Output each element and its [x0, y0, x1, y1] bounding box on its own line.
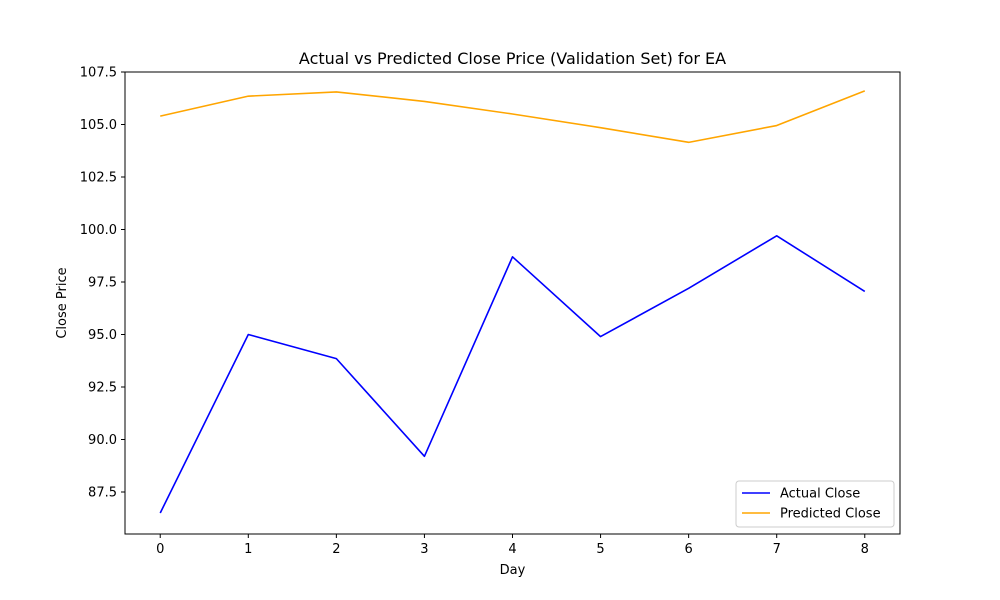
legend-label: Predicted Close: [780, 507, 881, 522]
x-tick-label: 4: [508, 542, 516, 557]
y-tick-label: 90.0: [88, 433, 117, 448]
legend-box: [735, 480, 895, 528]
y-axis-label: Close Price: [55, 267, 70, 338]
x-tick-label: 5: [596, 542, 604, 557]
x-axis: 0 1 2 3 4 5 6 7 8: [156, 534, 869, 557]
x-tick-label: 7: [773, 542, 781, 557]
y-tick-label: 87.5: [88, 486, 117, 501]
x-tick-label: 0: [156, 542, 164, 557]
x-tick-label: 1: [244, 542, 252, 557]
legend-label: Actual Close: [780, 487, 860, 502]
x-tick-label: 8: [861, 542, 869, 557]
y-axis: 87.5 90.0 92.5 95.0 97.5 100.0 102.5 105.0 107.5: [80, 66, 125, 501]
x-tick-label: 2: [332, 542, 340, 557]
legend: Actual Close Predicted Close: [735, 480, 895, 528]
x-tick-label: 6: [684, 542, 692, 557]
y-tick-label: 97.5: [88, 276, 117, 291]
plot-area: [124, 71, 901, 535]
x-tick-label: 3: [420, 542, 428, 557]
series-line-predicted-close: [160, 90, 866, 144]
y-tick-label: 95.0: [88, 328, 117, 343]
series-line-actual-close: [159, 235, 866, 514]
y-tick-label: 100.0: [80, 223, 117, 238]
y-tick-label: 92.5: [88, 381, 117, 396]
x-axis-label: Day: [500, 563, 526, 578]
y-tick-label: 107.5: [80, 66, 117, 81]
y-tick-label: 102.5: [80, 171, 117, 186]
y-tick-label: 105.0: [80, 118, 117, 133]
chart-title: Actual vs Predicted Close Price (Validat…: [299, 49, 726, 68]
series-layer: [159, 90, 866, 514]
